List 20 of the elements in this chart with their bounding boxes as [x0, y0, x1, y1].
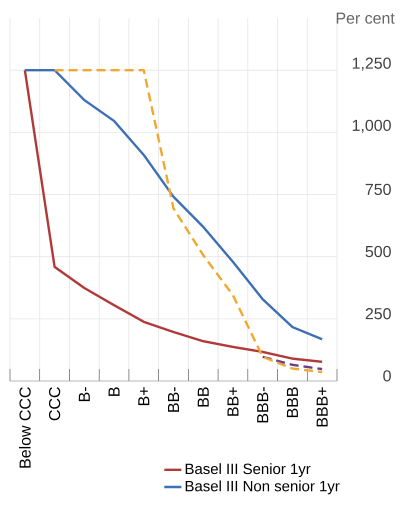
x-tick-label: B [108, 387, 120, 396]
x-tick-label: BB- [168, 387, 179, 412]
x-tick-label: B- [78, 387, 90, 402]
x-tick-label: B+ [138, 387, 150, 406]
x-tick-label: BBB [286, 387, 298, 418]
x-tick-label: CCC [48, 387, 60, 420]
x-tick-label: BBB- [257, 387, 268, 422]
legend-label: Basel III Non senior 1yr [186, 480, 340, 494]
y-tick-label: 500 [366, 246, 391, 258]
x-tick-label: BB+ [227, 387, 238, 416]
x-tick-label: BB [198, 387, 209, 406]
y-axis-title: Per cent [336, 12, 395, 24]
legend-label: Basel III Senior 1yr [186, 463, 310, 478]
y-tick-label: 750 [366, 184, 391, 196]
y-tick-label: 1,000 [352, 120, 391, 133]
y-tick-label: 1,250 [352, 58, 391, 71]
x-tick-label: BBB+ [316, 387, 328, 426]
y-tick-label: 0 [383, 370, 391, 382]
x-tick-label: Below CCC [19, 387, 31, 468]
y-tick-label: 250 [366, 308, 391, 320]
